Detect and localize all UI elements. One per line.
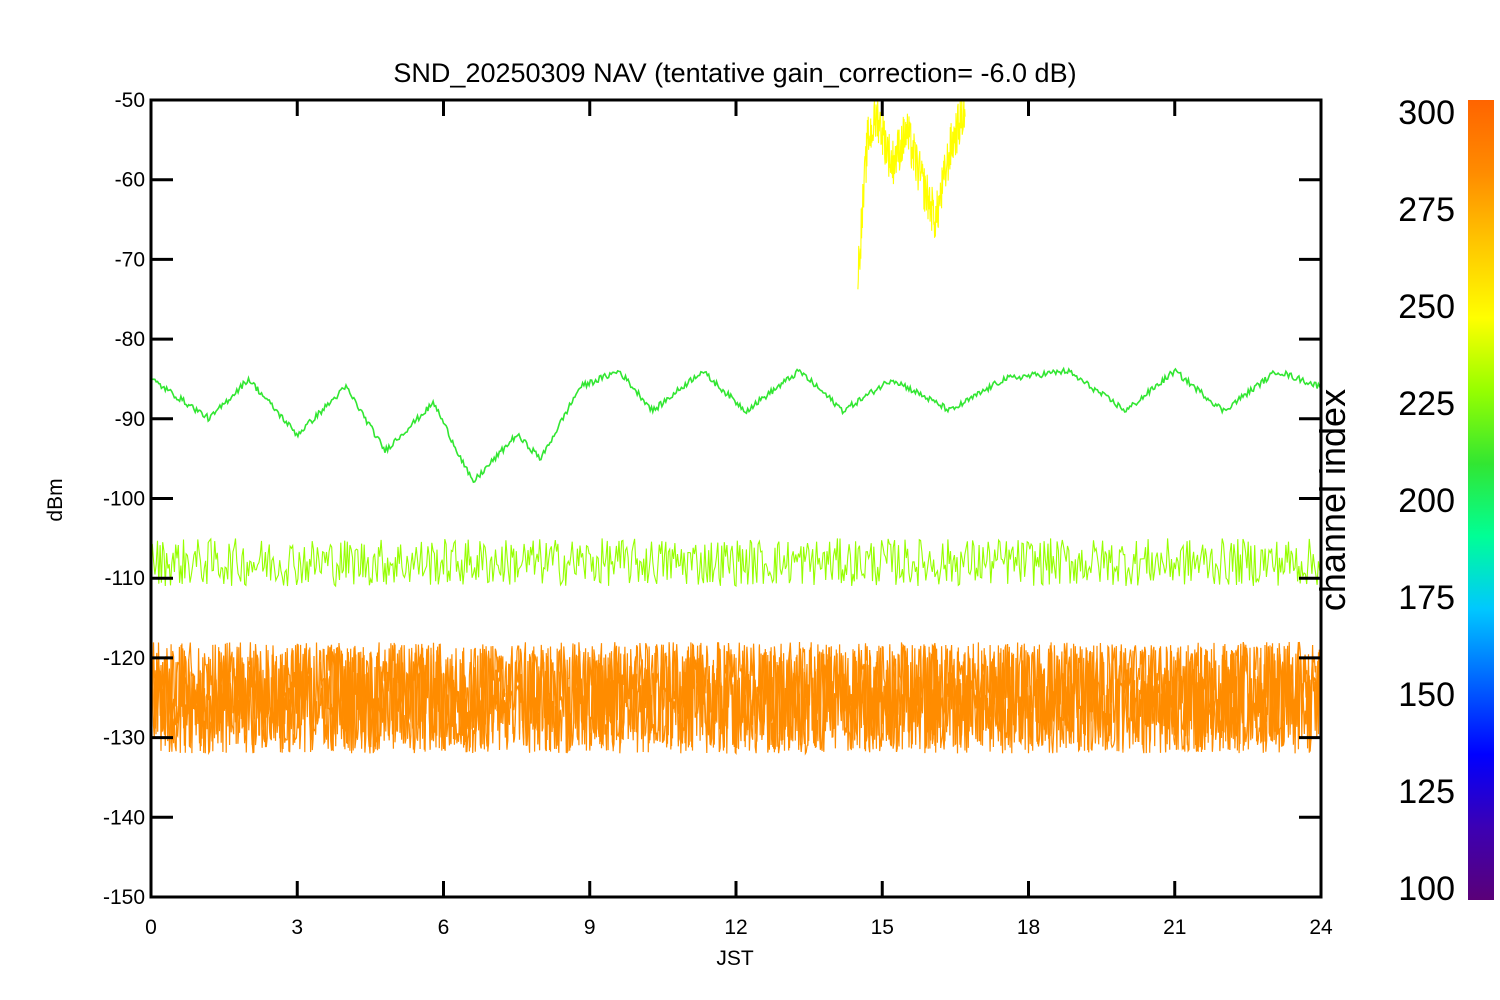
- colorbar: [1468, 100, 1494, 900]
- x-axis-title: JST: [716, 947, 754, 970]
- y-tick-label: -50: [115, 89, 145, 112]
- colorbar-tick-label: 275: [1398, 191, 1455, 229]
- series-line: [151, 537, 1321, 588]
- colorbar-title: channel index: [1312, 389, 1353, 611]
- series-line: [857, 100, 966, 290]
- series-channel-290: [151, 641, 1321, 756]
- y-tick-label: -70: [115, 248, 145, 271]
- x-tick-label: 9: [584, 916, 596, 939]
- x-tick-label: 12: [724, 916, 747, 939]
- x-axis: 0 3 6 9 12 15 18 21 24: [145, 100, 1333, 939]
- y-tick-label: -120: [103, 647, 145, 670]
- colorbar-tick-label: 300: [1398, 94, 1455, 132]
- colorbar-tick-label: 175: [1398, 579, 1455, 617]
- colorbar-ticks: 300 275 250 225 200 175 150 125 100: [1398, 94, 1455, 908]
- y-tick-label: -100: [103, 488, 145, 511]
- y-tick-label: -80: [115, 328, 145, 351]
- colorbar-tick-label: 100: [1398, 870, 1455, 908]
- y-tick-label: -140: [103, 806, 145, 829]
- x-tick-label: 21: [1163, 916, 1186, 939]
- y-tick-label: -150: [103, 886, 145, 909]
- chart-title: SND_20250309 NAV (tentative gain_correct…: [393, 58, 1076, 88]
- series-channel-268: [857, 100, 966, 290]
- colorbar-tick-label: 200: [1398, 482, 1455, 520]
- x-tick-label: 0: [145, 916, 157, 939]
- y-tick-label: -110: [105, 567, 145, 590]
- series-channel-235: [151, 366, 1321, 484]
- y-tick-label: -90: [115, 408, 145, 431]
- x-tick-label: 6: [438, 916, 450, 939]
- colorbar-tick-label: 150: [1398, 676, 1455, 714]
- y-tick-label: -60: [115, 169, 145, 192]
- x-tick-label: 3: [291, 916, 303, 939]
- y-axis-title: dBm: [44, 478, 67, 521]
- x-tick-label: 15: [871, 916, 894, 939]
- y-tick-label: -130: [103, 727, 145, 750]
- x-tick-label: 18: [1017, 916, 1040, 939]
- series-channel-245: [151, 537, 1321, 588]
- series-line: [151, 366, 1321, 484]
- colorbar-tick-label: 125: [1398, 773, 1455, 811]
- y-axis: -50 -60 -70 -80 -90 -100 -110 -120 -130 -140 -150: [103, 89, 1321, 909]
- colorbar-tick-label: 225: [1398, 385, 1455, 423]
- series-line: [151, 641, 1321, 754]
- x-tick-label: 24: [1309, 916, 1333, 939]
- colorbar-tick-label: 250: [1398, 288, 1455, 326]
- plot-data-layer: [151, 100, 1321, 756]
- plot-frame: [149, 98, 1323, 899]
